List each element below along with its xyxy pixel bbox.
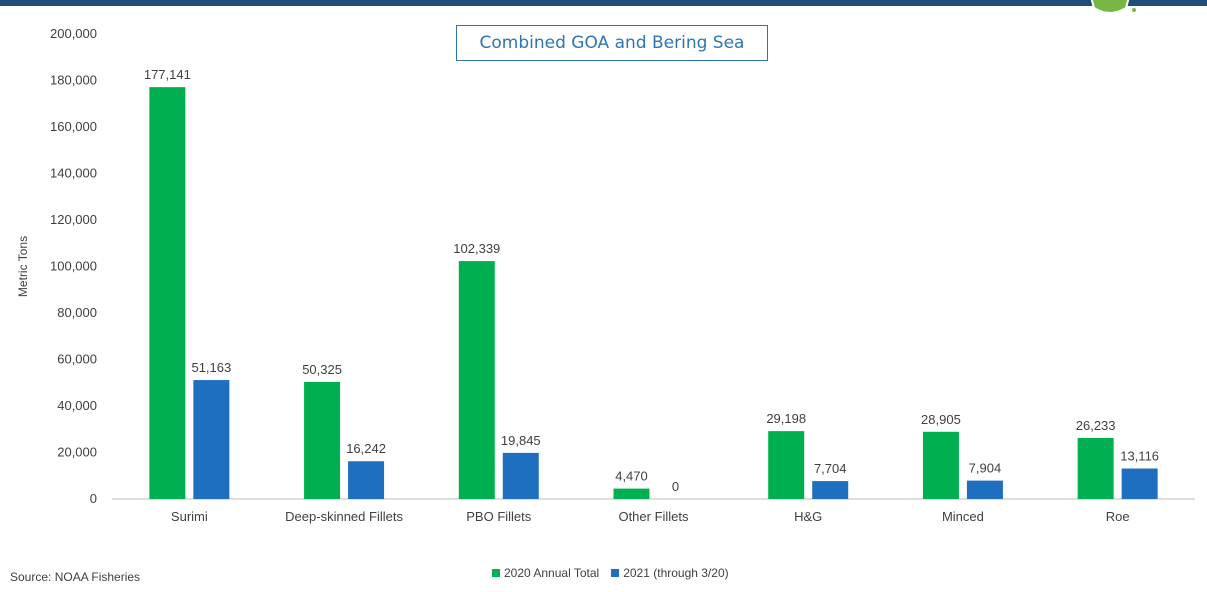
x-category-label: Roe bbox=[1106, 509, 1130, 524]
legend-swatch-2021 bbox=[611, 569, 620, 577]
x-category-label: H&G bbox=[794, 509, 822, 524]
source-note: Source: NOAA Fisheries bbox=[10, 570, 141, 584]
data-label-2021: 7,904 bbox=[969, 461, 1002, 476]
bar-2020 bbox=[768, 431, 805, 499]
x-category-label: PBO Fillets bbox=[466, 509, 532, 524]
chart-legend: 2020 Annual Total 2021 (through 3/20) bbox=[492, 566, 741, 580]
bar-2020 bbox=[149, 87, 186, 499]
bar-2021 bbox=[812, 481, 849, 499]
x-category-label: Surimi bbox=[171, 509, 208, 524]
legend-item-2021: 2021 (through 3/20) bbox=[611, 566, 729, 580]
bar-2020 bbox=[1077, 438, 1114, 499]
bar-2020 bbox=[304, 381, 341, 499]
data-label-2020: 50,325 bbox=[302, 362, 342, 377]
bar-2020 bbox=[613, 488, 650, 499]
data-label-2020: 26,233 bbox=[1076, 418, 1116, 433]
legend-label-2021: 2021 (through 3/20) bbox=[623, 566, 729, 580]
legend-swatch-2020 bbox=[492, 569, 500, 577]
bar-2020 bbox=[458, 261, 495, 499]
y-tick-label: 80,000 bbox=[57, 305, 97, 320]
y-tick-label: 40,000 bbox=[57, 398, 97, 413]
bar-2021 bbox=[193, 380, 230, 499]
data-label-2021: 51,163 bbox=[191, 360, 231, 375]
chart-title: Combined GOA and Bering Sea bbox=[456, 25, 768, 61]
legend-label-2020: 2020 Annual Total bbox=[504, 566, 600, 580]
data-label-2021: 0 bbox=[672, 479, 679, 494]
y-tick-label: 100,000 bbox=[50, 259, 97, 274]
data-label-2021: 19,845 bbox=[501, 433, 541, 448]
bar-2021 bbox=[502, 452, 539, 499]
y-tick-label: 120,000 bbox=[50, 212, 97, 227]
x-category-label: Other Fillets bbox=[618, 509, 689, 524]
data-label-2020: 28,905 bbox=[921, 412, 961, 427]
data-label-2020: 102,339 bbox=[453, 241, 500, 256]
data-label-2020: 177,141 bbox=[144, 67, 191, 82]
data-label-2021: 7,704 bbox=[814, 461, 847, 476]
y-tick-label: 60,000 bbox=[57, 352, 97, 367]
data-label-2020: 4,470 bbox=[615, 469, 648, 484]
bar-2020 bbox=[922, 431, 959, 499]
y-tick-label: 0 bbox=[90, 491, 97, 506]
bar-2021 bbox=[348, 461, 385, 499]
x-category-label: Minced bbox=[942, 509, 984, 524]
header-band bbox=[0, 0, 1207, 6]
y-tick-label: 180,000 bbox=[50, 73, 97, 88]
y-tick-label: 160,000 bbox=[50, 119, 97, 134]
y-tick-label: 140,000 bbox=[50, 166, 97, 181]
y-axis-label: Metric Tons bbox=[16, 236, 30, 297]
data-label-2021: 16,242 bbox=[346, 441, 386, 456]
bar-2021 bbox=[1121, 468, 1158, 499]
legend-item-2020: 2020 Annual Total bbox=[492, 566, 599, 580]
logo-badge-icon bbox=[1090, 0, 1136, 14]
data-label-2020: 29,198 bbox=[766, 411, 806, 426]
y-tick-label: 20,000 bbox=[57, 445, 97, 460]
bar-chart: Metric Tons 0 20,000 40,000 60,000 80,000 100,… bbox=[16, 26, 1195, 524]
x-category-label: Deep-skinned Fillets bbox=[285, 509, 403, 524]
y-tick-label: 200,000 bbox=[50, 26, 97, 41]
data-label-2021: 13,116 bbox=[1120, 449, 1159, 464]
bar-2021 bbox=[966, 480, 1003, 499]
